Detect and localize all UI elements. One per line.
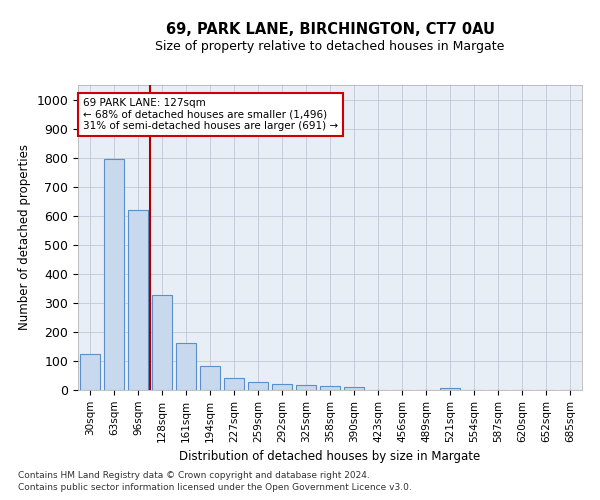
- Bar: [248, 382, 268, 390]
- Bar: [152, 294, 172, 390]
- Bar: [272, 384, 292, 390]
- Text: Contains HM Land Registry data © Crown copyright and database right 2024.: Contains HM Land Registry data © Crown c…: [18, 471, 370, 480]
- Bar: [320, 386, 340, 390]
- Text: Size of property relative to detached houses in Margate: Size of property relative to detached ho…: [155, 40, 505, 53]
- Bar: [176, 343, 196, 390]
- Bar: [440, 388, 460, 390]
- Y-axis label: Number of detached properties: Number of detached properties: [18, 144, 31, 330]
- Text: 69 PARK LANE: 127sqm
← 68% of detached houses are smaller (1,496)
31% of semi-de: 69 PARK LANE: 127sqm ← 68% of detached h…: [83, 98, 338, 132]
- Text: Contains public sector information licensed under the Open Government Licence v3: Contains public sector information licen…: [18, 484, 412, 492]
- Text: 69, PARK LANE, BIRCHINGTON, CT7 0AU: 69, PARK LANE, BIRCHINGTON, CT7 0AU: [166, 22, 494, 38]
- Bar: [224, 378, 244, 390]
- Bar: [200, 366, 220, 390]
- Bar: [80, 354, 100, 390]
- Bar: [296, 386, 316, 390]
- X-axis label: Distribution of detached houses by size in Margate: Distribution of detached houses by size …: [179, 450, 481, 463]
- Bar: [104, 159, 124, 390]
- Bar: [344, 387, 364, 390]
- Bar: [128, 210, 148, 390]
